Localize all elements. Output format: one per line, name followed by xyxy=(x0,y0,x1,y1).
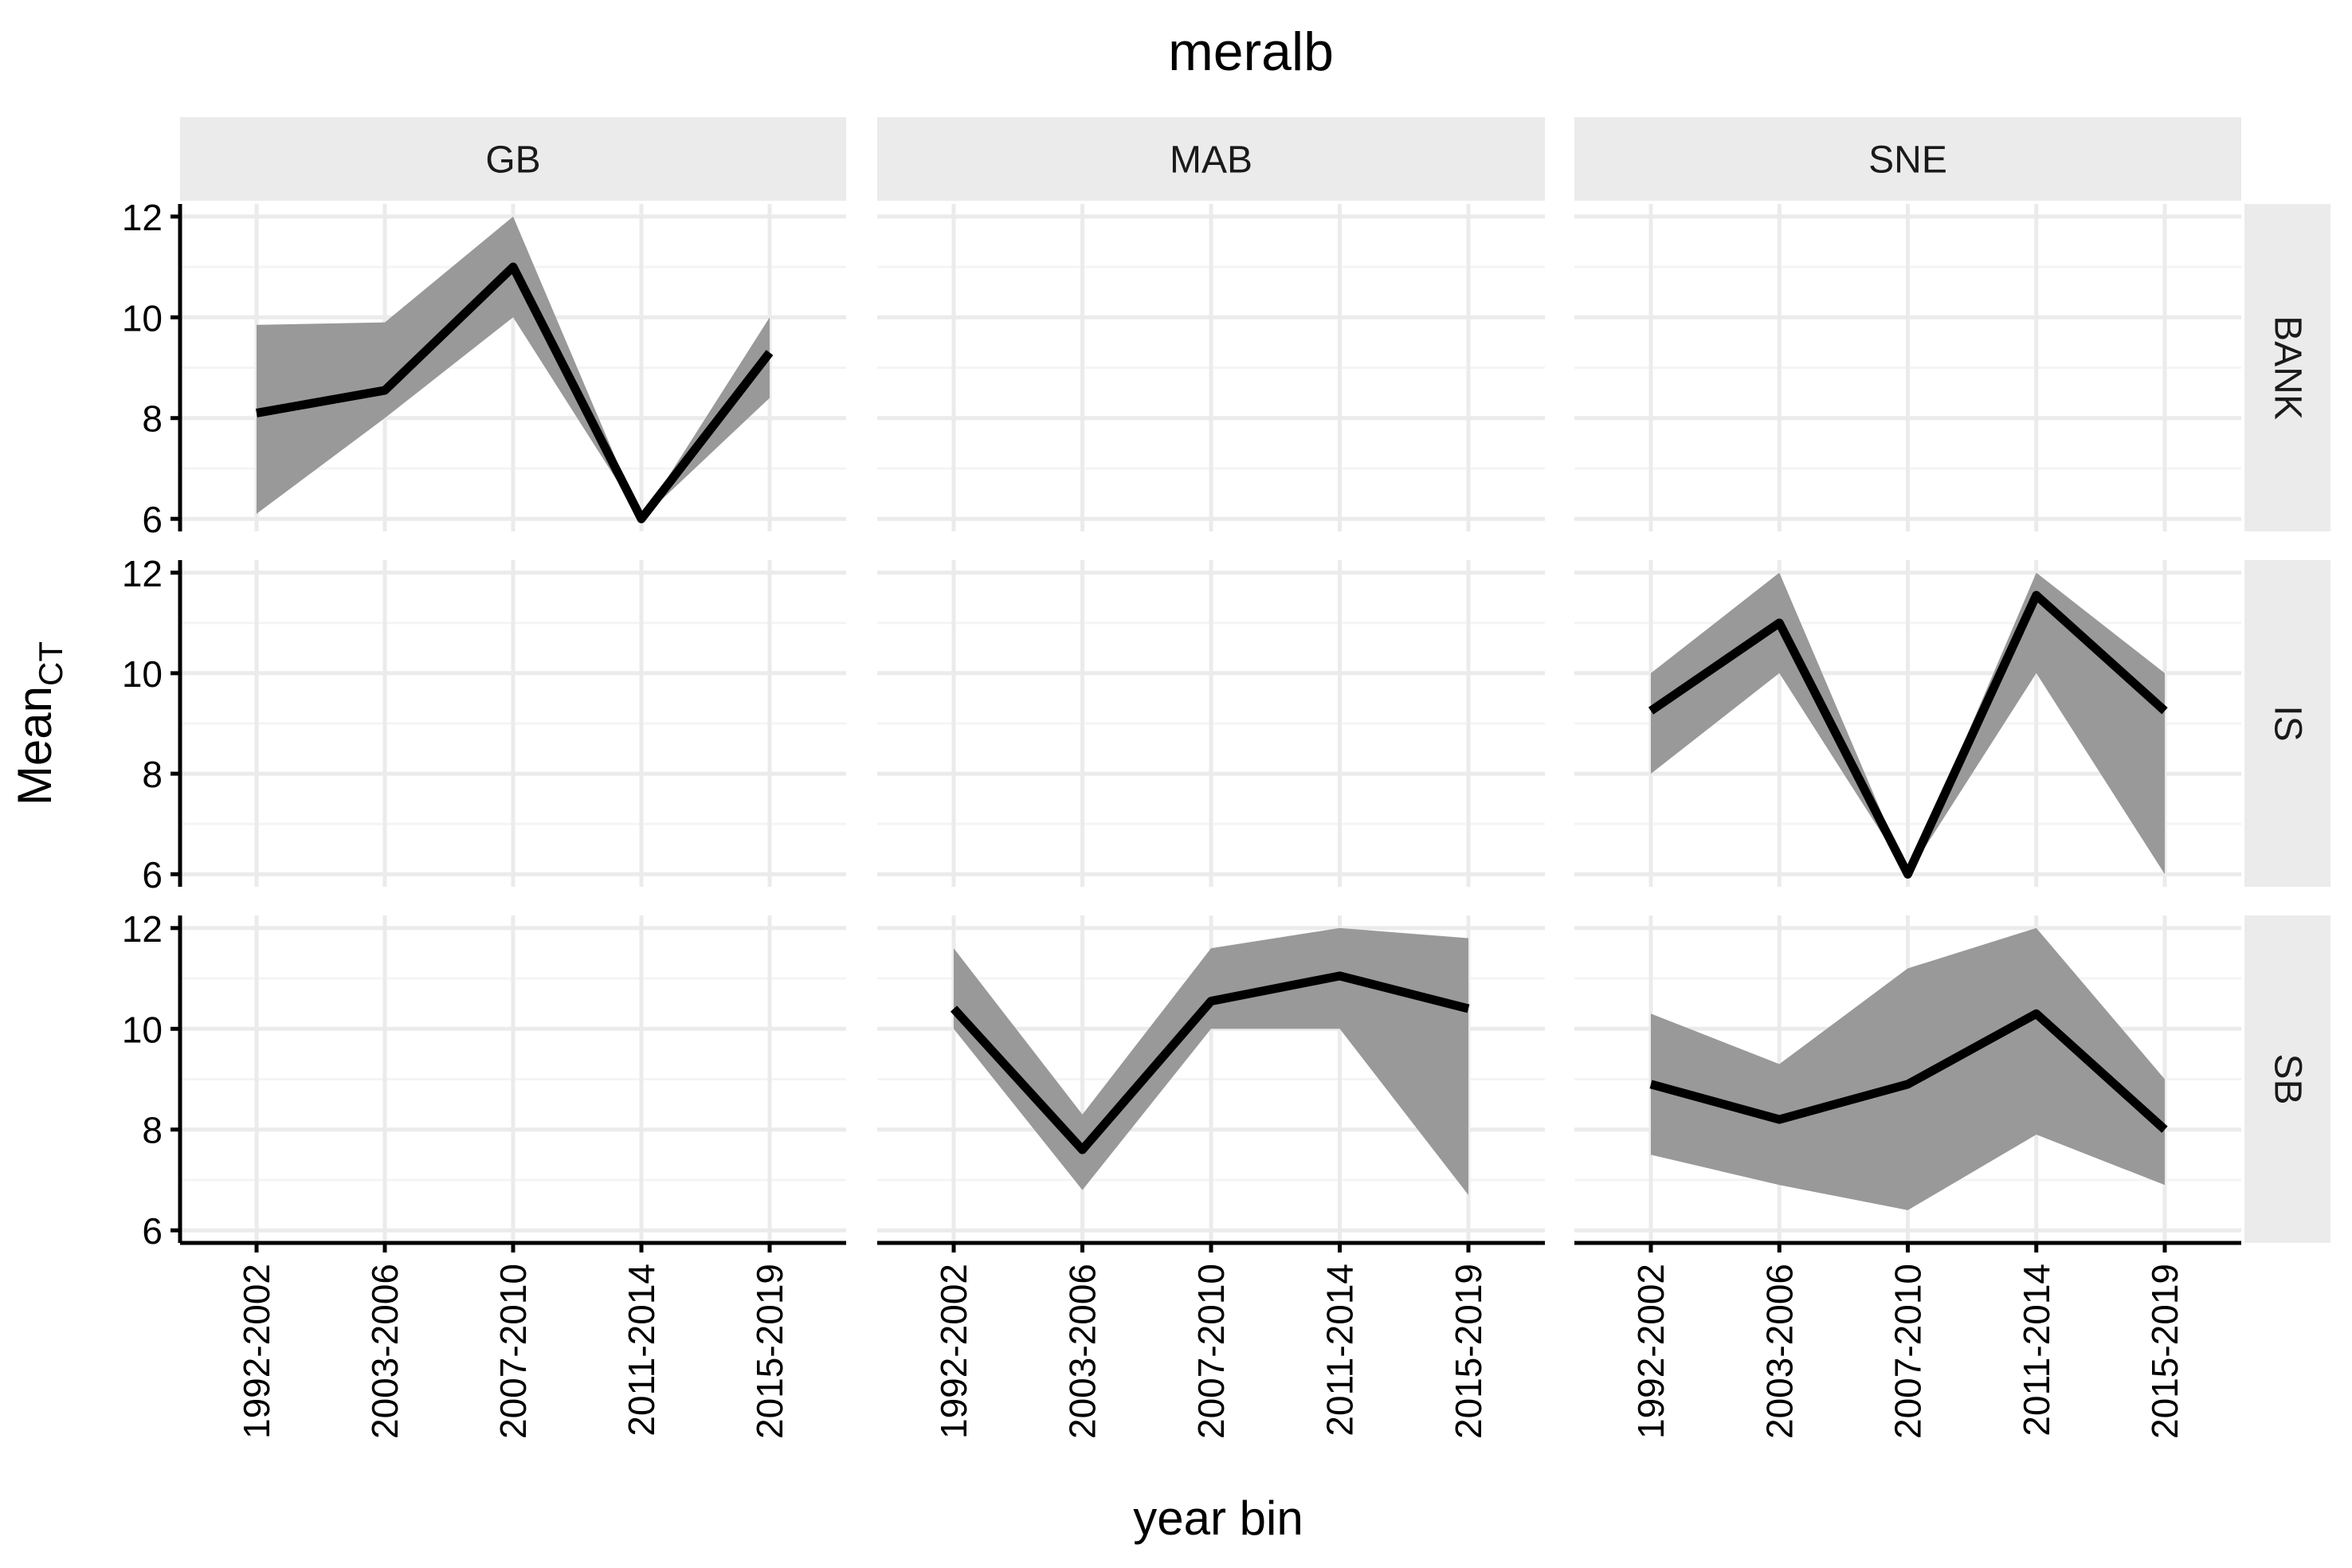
y-tick-label: 6 xyxy=(142,1210,163,1252)
x-tick-label: 2015-2019 xyxy=(1448,1264,1489,1439)
panel-mab-sb xyxy=(877,915,1545,1243)
x-tick-label: 2007-2010 xyxy=(492,1264,534,1439)
mean-line xyxy=(1649,1009,2168,1133)
y-tick-label: 10 xyxy=(122,1009,163,1050)
x-tick-label: 2003-2006 xyxy=(364,1264,406,1439)
column-strips: GB MAB SNE xyxy=(180,117,2241,201)
x-tick-label: 2015-2019 xyxy=(2144,1264,2185,1439)
strip-bank xyxy=(2244,204,2330,531)
mean-line xyxy=(256,262,774,523)
y-tick-label: 6 xyxy=(142,499,163,540)
x-axis-label: year bin xyxy=(1133,1492,1303,1545)
mean-line xyxy=(1648,590,2168,879)
x-tick-label: 2015-2019 xyxy=(749,1264,790,1439)
confidence-ribbon xyxy=(954,927,1468,1195)
x-tick-label: 2011-2014 xyxy=(2016,1264,2057,1437)
y-axis-label-main: Mean xyxy=(8,686,61,806)
strip-label-is: IS xyxy=(2267,705,2309,741)
y-tick-label: 10 xyxy=(122,297,163,339)
strip-label-bank: BANK xyxy=(2267,316,2309,420)
y-axis-label: MeanCT xyxy=(8,641,69,806)
panels xyxy=(180,204,2241,1243)
strip-mab xyxy=(877,117,1545,201)
y-tick-label: 10 xyxy=(122,653,163,695)
y-tick-label: 12 xyxy=(122,197,163,238)
x-tick-label: 2011-2014 xyxy=(1319,1264,1361,1437)
confidence-ribbon xyxy=(1651,927,2165,1210)
strip-label-sb: SB xyxy=(2267,1053,2309,1104)
x-tick-label: 1992-2002 xyxy=(933,1264,974,1439)
chart-title: meralb xyxy=(1168,22,1334,82)
panel-gb-sb xyxy=(180,915,846,1243)
confidence-ribbon xyxy=(257,216,770,519)
y-tick-label: 8 xyxy=(142,398,163,440)
strip-is xyxy=(2244,560,2330,887)
y-tick-label: 12 xyxy=(122,553,163,594)
strip-label-sne: SNE xyxy=(1868,139,1947,182)
x-tick-label: 2011-2014 xyxy=(621,1264,662,1437)
strip-gb xyxy=(180,117,846,201)
x-tick-label: 2007-2010 xyxy=(1887,1264,1929,1439)
panel-mab-bank xyxy=(877,204,1545,531)
strip-sne xyxy=(1574,117,2241,201)
x-tick-label: 2007-2010 xyxy=(1190,1264,1232,1439)
panel-gb-bank xyxy=(180,204,846,531)
panel-sne-sb xyxy=(1574,915,2241,1243)
panel-gb-is xyxy=(180,560,846,887)
x-axes: 1992-2002 2003-2006 2007-2010 2011-2014 2015… xyxy=(180,1241,2241,1439)
x-tick-label: 2003-2006 xyxy=(1758,1264,1800,1439)
x-tick-label: 2003-2006 xyxy=(1062,1264,1103,1439)
confidence-ribbon xyxy=(1651,572,2165,875)
y-tick-label: 8 xyxy=(142,1110,163,1151)
strip-label-gb: GB xyxy=(485,139,540,182)
y-tick-label: 8 xyxy=(142,754,163,795)
x-tick-label: 1992-2002 xyxy=(1630,1264,1672,1439)
panel-sne-bank xyxy=(1574,204,2241,531)
mean-line xyxy=(950,971,1470,1154)
x-tick-label: 1992-2002 xyxy=(236,1264,277,1439)
y-axis-label-subscript: CT xyxy=(32,641,69,686)
y-tick-label: 12 xyxy=(122,908,163,950)
strip-sb xyxy=(2244,915,2330,1243)
row-strips: BANK IS SB xyxy=(2244,204,2330,1243)
y-axes: 6 8 10 12 6 8 10 12 6 8 10 12 xyxy=(122,197,182,1252)
y-tick-label: 6 xyxy=(142,854,163,896)
strip-label-mab: MAB xyxy=(1170,139,1252,182)
panel-sne-is xyxy=(1574,560,2241,887)
panel-mab-is xyxy=(877,560,1545,887)
